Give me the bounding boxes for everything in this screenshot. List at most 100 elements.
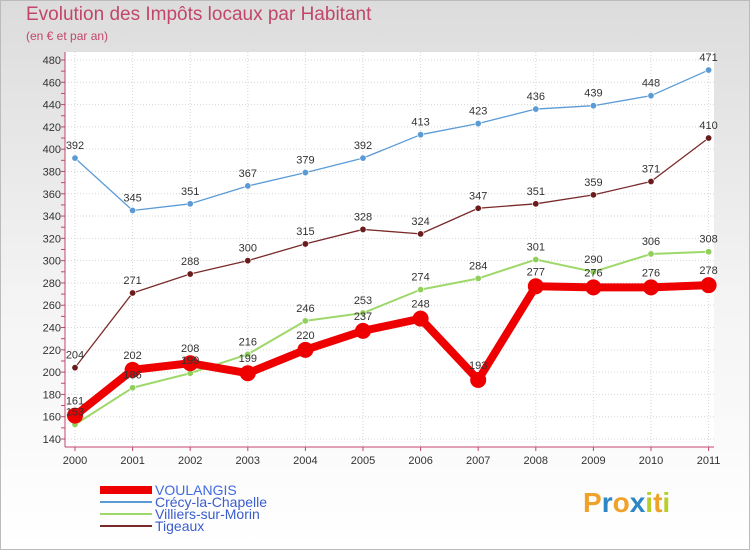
data-label-tigeaux: 300	[239, 243, 257, 255]
data-point-villiers-sur-morin	[244, 350, 252, 358]
data-label-tigeaux: 271	[123, 275, 141, 287]
data-point-villiers-sur-morin	[705, 248, 713, 256]
data-label-voulangis: 248	[411, 299, 429, 311]
data-point-tigeaux	[71, 364, 79, 372]
y-tick-label: 320	[43, 233, 61, 245]
y-tick-label: 280	[43, 278, 61, 290]
data-point-cr-cy-la-chapelle	[705, 66, 713, 74]
data-label-tigeaux: 328	[354, 211, 372, 223]
data-point-cr-cy-la-chapelle	[532, 105, 540, 113]
chart-subtitle: (en € et par an)	[26, 29, 109, 43]
data-label-villiers-sur-morin: 153	[66, 407, 84, 419]
data-label-cr-cy-la-chapelle: 345	[123, 192, 141, 204]
data-label-voulangis: 220	[296, 330, 314, 342]
plot-area	[65, 52, 714, 447]
x-tick-label: 2008	[524, 455, 548, 467]
data-label-villiers-sur-morin: 284	[469, 260, 487, 272]
data-point-villiers-sur-morin	[129, 384, 137, 392]
data-point-tigeaux	[359, 225, 367, 233]
data-label-cr-cy-la-chapelle: 367	[239, 168, 257, 180]
y-tick-label: 480	[43, 55, 61, 67]
data-point-voulangis	[239, 365, 256, 382]
data-label-cr-cy-la-chapelle: 413	[411, 117, 429, 129]
y-tick-label: 420	[43, 122, 61, 134]
data-label-villiers-sur-morin: 246	[296, 303, 314, 315]
data-point-villiers-sur-morin	[532, 256, 540, 264]
data-point-voulangis	[355, 322, 371, 339]
data-label-tigeaux: 204	[66, 350, 84, 362]
data-point-tigeaux	[417, 230, 425, 238]
data-label-voulangis: 237	[354, 311, 372, 323]
series-line-tigeaux	[74, 137, 710, 369]
data-label-cr-cy-la-chapelle: 471	[699, 52, 717, 64]
x-tick-label: 2002	[178, 455, 202, 467]
y-tick-label: 160	[43, 412, 61, 424]
x-tick-label: 2010	[639, 455, 663, 467]
x-tick-label: 2011	[697, 455, 721, 467]
data-point-tigeaux	[647, 178, 655, 186]
series-line-cr-cy-la-chapelle	[74, 69, 710, 212]
chart-title: Evolution des Impôts locaux par Habitant	[26, 4, 372, 25]
data-point-cr-cy-la-chapelle	[301, 169, 309, 177]
legend-swatch-tigeaux	[100, 525, 152, 527]
data-point-voulangis	[67, 407, 83, 424]
data-point-voulangis	[412, 310, 429, 327]
y-tick-label: 380	[43, 166, 61, 178]
y-tick-label: 400	[43, 144, 61, 156]
data-point-villiers-sur-morin	[417, 286, 425, 294]
x-tick-label: 2005	[351, 455, 375, 467]
chart-series	[67, 66, 717, 429]
data-label-villiers-sur-morin: 199	[181, 355, 199, 367]
data-label-tigeaux: 359	[584, 177, 602, 189]
data-point-villiers-sur-morin	[359, 309, 367, 317]
legend-label-crecy-la-chapelle: Crécy-la-Chapelle	[155, 494, 268, 510]
data-point-tigeaux	[705, 134, 713, 142]
data-point-tigeaux	[186, 270, 194, 278]
data-point-cr-cy-la-chapelle	[474, 120, 482, 128]
data-point-tigeaux	[301, 240, 309, 248]
legend-swatch-villiers-sur-morin	[100, 513, 152, 515]
data-label-voulangis: 277	[527, 266, 545, 278]
y-tick-label: 440	[43, 100, 61, 112]
data-point-cr-cy-la-chapelle	[244, 182, 252, 190]
data-label-tigeaux: 371	[642, 164, 660, 176]
y-tick-label: 140	[43, 434, 61, 446]
data-label-cr-cy-la-chapelle: 448	[642, 78, 660, 90]
data-point-cr-cy-la-chapelle	[359, 154, 367, 162]
data-point-voulangis	[470, 371, 487, 388]
data-label-villiers-sur-morin: 253	[354, 295, 372, 307]
data-point-tigeaux	[532, 200, 540, 208]
logo-letter: P	[583, 487, 602, 518]
data-point-villiers-sur-morin	[589, 268, 597, 276]
chart-axes: 140 160 180 200 220 240 260 280 300 320 340 360 380 4…	[43, 52, 721, 467]
data-point-voulangis	[124, 361, 141, 378]
data-point-voulangis	[182, 355, 199, 372]
logo-letter: x	[629, 487, 646, 518]
data-label-tigeaux: 351	[527, 186, 545, 198]
data-label-voulangis: 208	[181, 343, 199, 355]
data-label-tigeaux: 347	[469, 190, 487, 202]
data-point-tigeaux	[244, 257, 252, 265]
legend-swatch-voulangis	[100, 486, 152, 494]
legend-swatch-crecy-la-chapelle	[100, 501, 152, 503]
y-tick-label: 340	[43, 211, 61, 223]
data-label-cr-cy-la-chapelle: 379	[296, 155, 314, 167]
data-point-villiers-sur-morin	[301, 317, 309, 325]
logo-letter: o	[612, 487, 630, 518]
y-tick-label: 220	[43, 345, 61, 357]
data-label-voulangis: 276	[584, 267, 602, 279]
data-point-voulangis	[527, 278, 544, 295]
y-tick-label: 460	[43, 77, 61, 89]
x-tick-label: 2001	[120, 455, 144, 467]
data-point-villiers-sur-morin	[474, 274, 482, 282]
data-label-villiers-sur-morin: 301	[527, 242, 545, 254]
x-tick-label: 2006	[408, 455, 432, 467]
logo-letter: t	[653, 487, 663, 518]
data-point-tigeaux	[474, 204, 482, 212]
data-label-voulangis: 161	[66, 396, 84, 408]
data-point-tigeaux	[589, 191, 597, 199]
data-point-cr-cy-la-chapelle	[417, 131, 425, 139]
y-tick-label: 260	[43, 300, 61, 312]
